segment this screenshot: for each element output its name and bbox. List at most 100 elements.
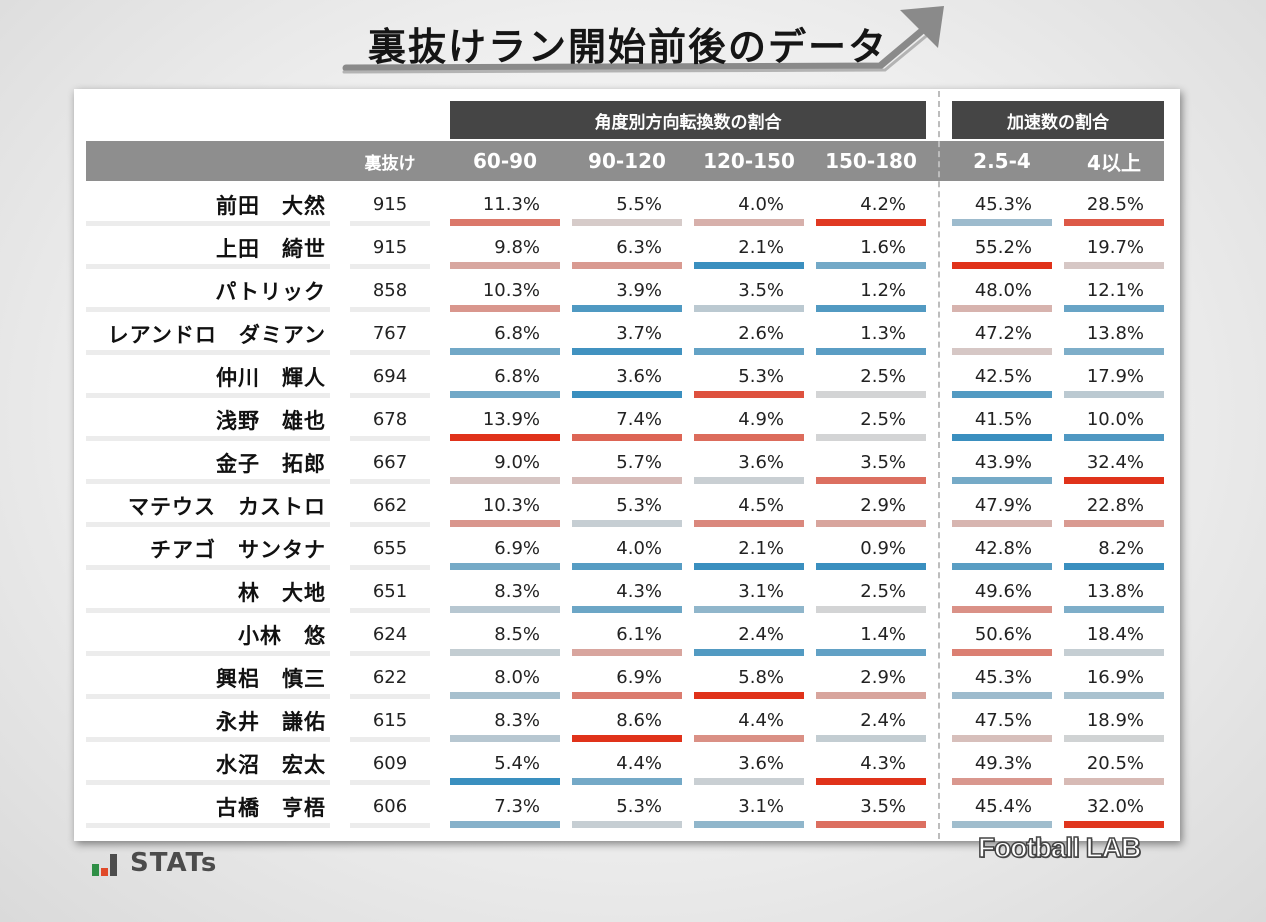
- value-label: 10.3%: [482, 280, 540, 301]
- value-bar: [816, 778, 926, 785]
- value-bar: [1064, 649, 1164, 656]
- value-bar: [694, 735, 804, 742]
- value-label: 3.1%: [738, 581, 784, 602]
- value-label: 5.3%: [616, 796, 662, 817]
- value-bar: [450, 821, 560, 828]
- run-count: 694: [372, 366, 408, 387]
- stats-logo-icon: [92, 854, 117, 876]
- count-underline: [350, 264, 430, 269]
- value-label: 8.3%: [494, 710, 540, 731]
- value-label: 8.2%: [1098, 538, 1144, 559]
- table-row: 永井 謙佑 615 8.3% 8.6% 4.4% 2.4% 47.5% 18.9%: [74, 702, 1180, 745]
- value-bar: [450, 520, 560, 527]
- value-label: 8.6%: [616, 710, 662, 731]
- value-label: 6.8%: [494, 323, 540, 344]
- value-label: 0.9%: [860, 538, 906, 559]
- section-divider: [938, 91, 940, 839]
- value-bar: [952, 563, 1052, 570]
- value-label: 55.2%: [974, 237, 1032, 258]
- value-bar: [952, 649, 1052, 656]
- value-bar: [1064, 391, 1164, 398]
- value-bar: [1064, 477, 1164, 484]
- value-bar: [816, 649, 926, 656]
- value-bar: [1064, 348, 1164, 355]
- name-underline: [86, 522, 330, 527]
- value-bar: [952, 477, 1052, 484]
- value-label: 3.7%: [616, 323, 662, 344]
- value-label: 16.9%: [1086, 667, 1144, 688]
- value-label: 8.3%: [494, 581, 540, 602]
- value-bar: [816, 563, 926, 570]
- value-label: 3.6%: [738, 452, 784, 473]
- value-bar: [952, 692, 1052, 699]
- name-underline: [86, 436, 330, 441]
- value-label: 2.4%: [738, 624, 784, 645]
- value-bar: [572, 563, 682, 570]
- count-underline: [350, 221, 430, 226]
- value-label: 2.5%: [860, 409, 906, 430]
- col-header-120-150: 120-150: [703, 149, 795, 173]
- player-name: 古橋 亨梧: [216, 796, 326, 820]
- value-label: 4.3%: [616, 581, 662, 602]
- value-label: 4.4%: [738, 710, 784, 731]
- count-underline: [350, 780, 430, 785]
- angle-group-header: 角度別方向転換数の割合: [450, 101, 926, 139]
- value-bar: [694, 563, 804, 570]
- value-label: 2.4%: [860, 710, 906, 731]
- value-label: 7.3%: [494, 796, 540, 817]
- value-label: 12.1%: [1086, 280, 1144, 301]
- value-bar: [952, 821, 1052, 828]
- value-label: 45.3%: [974, 667, 1032, 688]
- value-label: 47.9%: [974, 495, 1032, 516]
- value-bar: [952, 735, 1052, 742]
- value-bar: [450, 649, 560, 656]
- value-bar: [450, 692, 560, 699]
- value-label: 9.0%: [494, 452, 540, 473]
- count-underline: [350, 651, 430, 656]
- name-underline: [86, 651, 330, 656]
- value-label: 3.1%: [738, 796, 784, 817]
- run-count: 624: [372, 624, 408, 645]
- player-name: 金子 拓郎: [216, 452, 326, 476]
- player-name: 林 大地: [238, 581, 326, 605]
- value-bar: [572, 305, 682, 312]
- value-label: 50.6%: [974, 624, 1032, 645]
- value-bar: [450, 305, 560, 312]
- name-underline: [86, 264, 330, 269]
- name-underline: [86, 608, 330, 613]
- value-bar: [572, 391, 682, 398]
- value-label: 17.9%: [1086, 366, 1144, 387]
- value-label: 5.3%: [738, 366, 784, 387]
- value-label: 2.1%: [738, 237, 784, 258]
- run-count: 667: [372, 452, 408, 473]
- value-bar: [816, 606, 926, 613]
- count-underline: [350, 608, 430, 613]
- value-label: 18.4%: [1086, 624, 1144, 645]
- count-underline: [350, 479, 430, 484]
- value-bar: [694, 520, 804, 527]
- value-label: 6.1%: [616, 624, 662, 645]
- value-label: 3.6%: [738, 753, 784, 774]
- value-bar: [816, 219, 926, 226]
- value-bar: [694, 391, 804, 398]
- value-bar: [450, 219, 560, 226]
- run-count: 606: [372, 796, 408, 817]
- value-bar: [572, 735, 682, 742]
- value-bar: [694, 692, 804, 699]
- value-label: 3.9%: [616, 280, 662, 301]
- table-row: 興梠 慎三 622 8.0% 6.9% 5.8% 2.9% 45.3% 16.9%: [74, 659, 1180, 702]
- stats-logo: STATs: [130, 848, 218, 878]
- player-name: 浅野 雄也: [216, 409, 326, 433]
- player-name: パトリック: [215, 280, 326, 304]
- value-bar: [816, 305, 926, 312]
- value-label: 8.0%: [494, 667, 540, 688]
- value-bar: [572, 262, 682, 269]
- value-bar: [816, 692, 926, 699]
- value-bar: [572, 434, 682, 441]
- value-label: 45.4%: [974, 796, 1032, 817]
- value-bar: [952, 219, 1052, 226]
- column-header-row: 裏抜け 60-90 90-120 120-150 150-180 2.5-4 4…: [86, 141, 1164, 181]
- player-name: 水沼 宏太: [216, 753, 326, 777]
- value-label: 1.6%: [860, 237, 906, 258]
- table-row: 林 大地 651 8.3% 4.3% 3.1% 2.5% 49.6% 13.8%: [74, 573, 1180, 616]
